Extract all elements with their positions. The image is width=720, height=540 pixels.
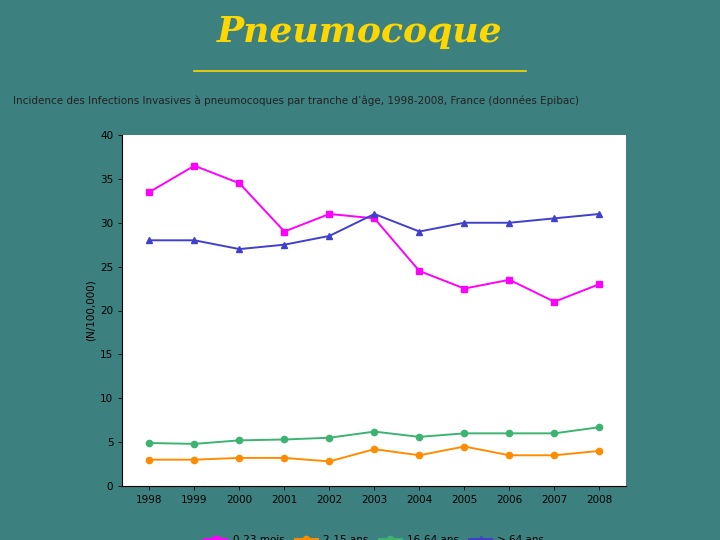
Y-axis label: (N/100,000): (N/100,000) <box>86 280 96 341</box>
Text: Pneumocoque: Pneumocoque <box>217 16 503 49</box>
Legend: 0-23 mois, 2-15 ans, 16-64 ans, > 64 ans: 0-23 mois, 2-15 ans, 16-64 ans, > 64 ans <box>200 531 549 540</box>
Text: Incidence des Infections Invasives à pneumocoques par tranche d’âge, 1998-2008, : Incidence des Infections Invasives à pne… <box>13 96 580 106</box>
